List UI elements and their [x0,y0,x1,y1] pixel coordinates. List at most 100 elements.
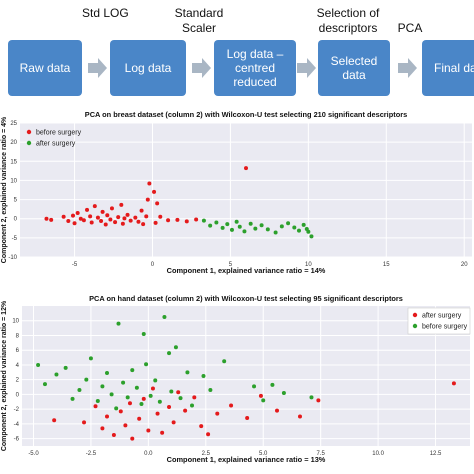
x-tick-label: 10.0 [372,451,384,457]
data-point [244,166,248,171]
data-point [103,222,108,227]
data-point [150,386,155,391]
data-point [155,201,160,206]
data-point [158,214,163,219]
data-point [109,392,114,397]
data-point [72,221,77,226]
data-point [185,370,190,375]
data-point [130,368,135,373]
data-point [201,218,206,223]
data-point [75,210,80,215]
data-point [141,396,146,401]
data-point [153,378,158,383]
data-point [105,371,110,376]
data-point [169,389,174,394]
data-point [292,225,297,230]
y-axis-label: Component 2, explained variance ratio = … [1,300,8,451]
data-point [281,390,286,395]
data-point [108,217,113,222]
data-point [155,411,160,416]
plot-area [20,123,472,257]
data-point [225,222,230,227]
data-point [114,406,119,411]
chart-title: PCA on hand dataset (column 2) with Wilc… [89,294,403,303]
data-point [111,432,116,437]
data-point [42,382,47,387]
data-point [208,388,213,392]
data-point [85,207,90,212]
data-point [242,229,247,234]
box-log-data: Log data [110,40,186,96]
data-point [253,226,258,231]
data-point [66,219,71,224]
data-point [134,385,139,390]
data-point [88,356,93,361]
y-tick-label: 4 [16,363,20,369]
data-point [252,384,257,389]
x-tick-label: 0 [151,262,155,268]
step-label-standard-scaler: Standard Scaler [174,6,224,35]
x-tick-label: 7.5 [316,451,325,457]
x-tick-label: -5 [72,262,78,268]
data-point [261,398,266,403]
pipeline-diagram: Std LOG Standard Scaler Selection of des… [0,0,474,96]
data-point [100,426,105,431]
data-point [70,213,75,218]
data-point [95,215,100,220]
x-tick-label: 0.0 [144,451,153,457]
legend-label: before surgery [422,324,468,331]
data-point [139,402,144,406]
y-tick-label: 8 [16,333,20,339]
legend-marker [412,323,418,329]
x-tick-label: 5.0 [259,451,268,457]
data-point [119,202,124,207]
data-point [194,217,199,222]
x-tick-label: 20 [461,262,468,268]
data-point [78,216,83,221]
data-point [49,217,54,222]
y-axis-label: Component 2, explained variance ratio = … [1,116,8,263]
data-point [116,215,121,220]
data-point [229,403,234,408]
x-axis-label: Component 1, explained variance ratio = … [167,455,326,464]
data-point [190,403,195,408]
data-point [199,424,204,429]
data-point [88,214,93,219]
data-point [286,221,291,226]
step-label-selection-of-descriptors: Selection of descriptors [316,6,380,35]
data-point [270,382,275,387]
data-point [125,212,130,217]
y-tick-label: -10 [8,255,17,261]
data-point [157,399,162,404]
data-point [279,224,284,229]
data-point [92,204,97,209]
legend-marker [412,312,418,318]
data-point [153,220,158,225]
data-point [258,393,263,398]
plot-area [22,306,470,446]
box-final-data: Final data [422,40,474,96]
y-tick-label: -6 [14,437,20,443]
hand-pca-scatter-chart: -5.0 -2.5 0.0 2.5 5.0 7.5 10.0 12.5 -6 -4 -2 0 2 4 6 8 1… [1,294,471,464]
data-point [148,393,153,398]
data-point [160,430,165,435]
x-tick-label: -5.0 [28,451,39,457]
data-point [105,213,110,218]
data-point [89,220,94,225]
data-point [316,398,321,403]
box-selected-data: Selected data [318,40,390,96]
legend-label: after surgery [422,313,462,320]
data-point [100,209,105,214]
y-tick-label: -5 [12,236,18,242]
y-tick-label: 0 [16,392,20,398]
data-point [84,377,89,382]
data-point [301,222,306,227]
data-point [214,220,219,225]
y-tick-label: 20 [10,140,17,146]
data-point [133,215,138,220]
data-point [93,404,98,409]
data-point [176,390,181,395]
data-point [206,432,211,437]
legend-box [407,307,471,335]
data-point [116,321,121,326]
